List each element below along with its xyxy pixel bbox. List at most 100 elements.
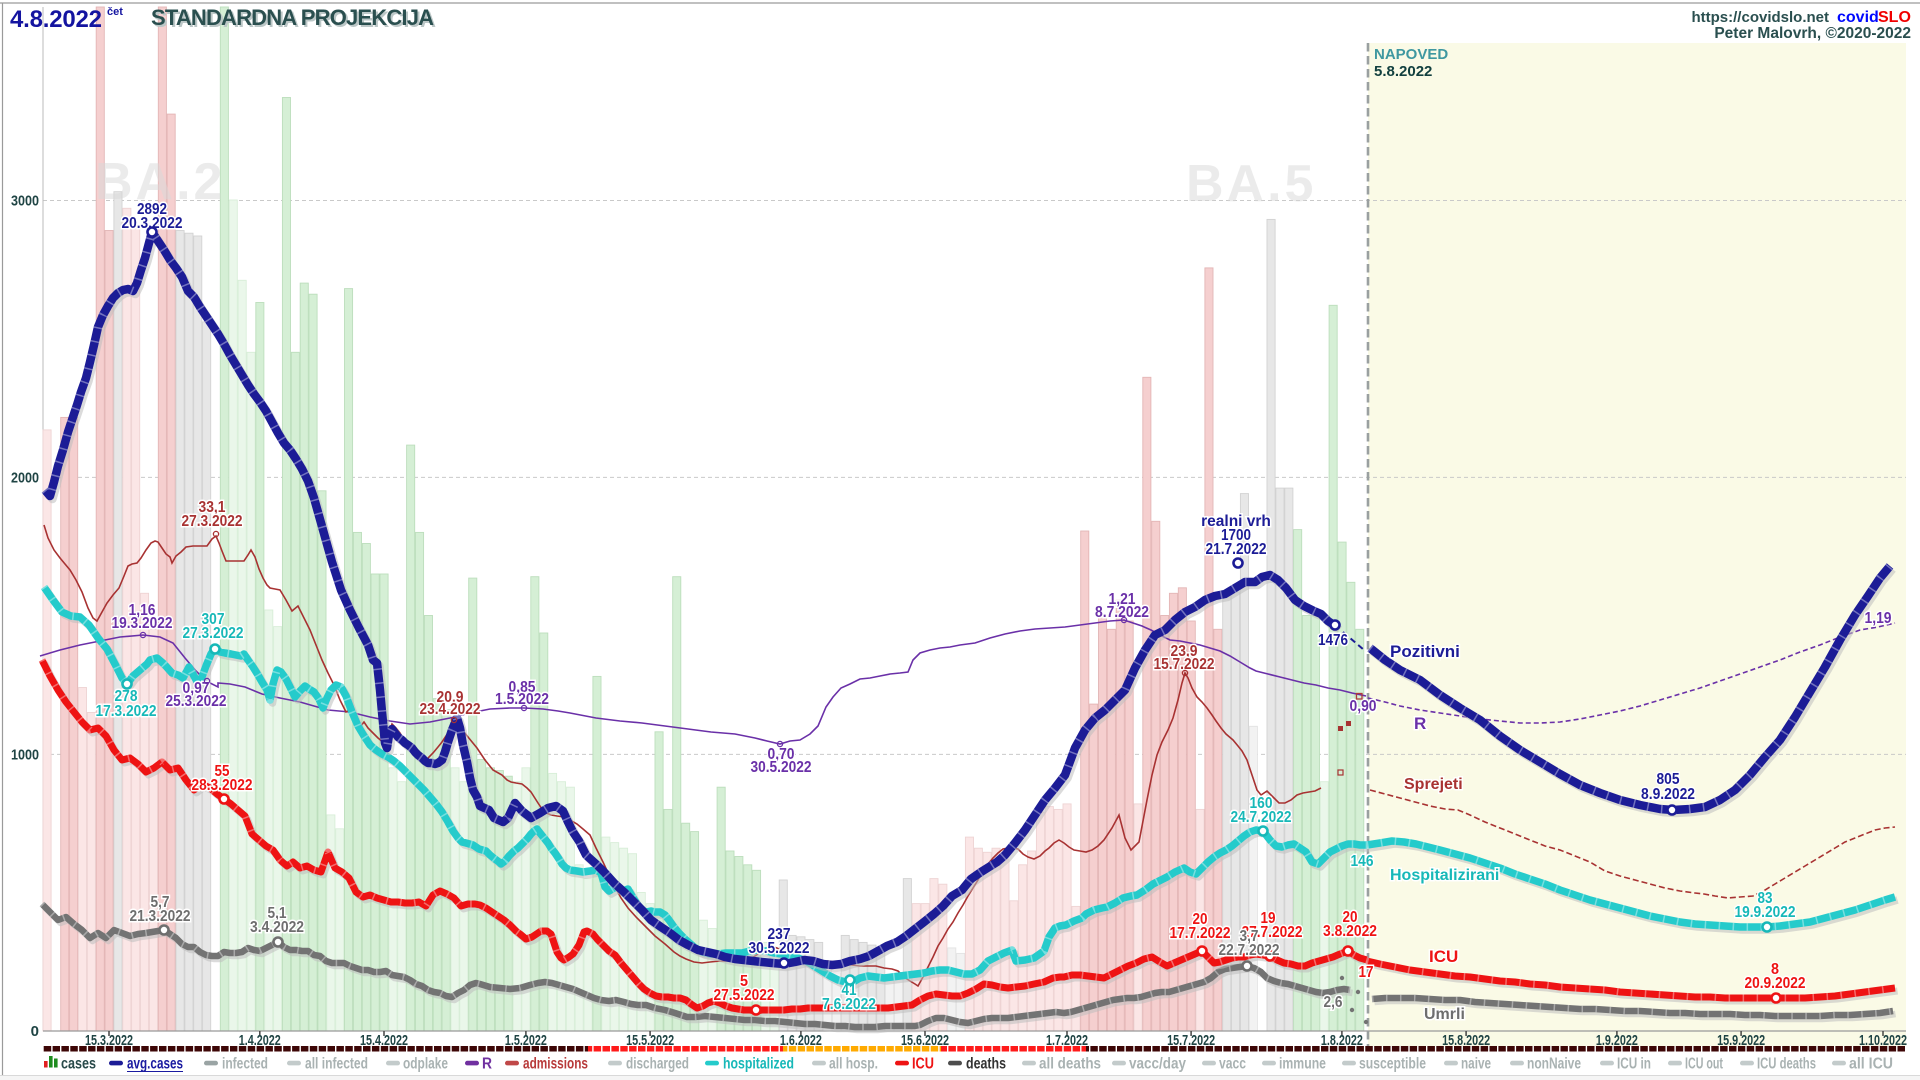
svg-text:naive: naive: [1461, 1056, 1491, 1073]
svg-text:27.3.2022: 27.3.2022: [183, 625, 244, 642]
svg-text:805: 805: [1657, 771, 1680, 788]
svg-text:20,9: 20,9: [437, 689, 464, 706]
svg-text:1.10.2022: 1.10.2022: [1859, 1033, 1907, 1049]
svg-text:21.7.2022: 21.7.2022: [1206, 541, 1267, 558]
svg-text:covid: covid: [1837, 9, 1879, 26]
svg-text:0,70: 0,70: [768, 746, 795, 763]
svg-text:24.7.2022: 24.7.2022: [1231, 809, 1292, 826]
svg-text:237: 237: [768, 926, 791, 943]
svg-text:all infected: all infected: [305, 1056, 368, 1073]
svg-text:30.5.2022: 30.5.2022: [751, 759, 812, 776]
svg-text:1.6.2022: 1.6.2022: [780, 1033, 822, 1049]
svg-text:ICU: ICU: [912, 1056, 934, 1073]
svg-text:Hospitalizirani: Hospitalizirani: [1390, 867, 1499, 884]
svg-text:15.9.2022: 15.9.2022: [1717, 1033, 1765, 1049]
svg-text:23,9: 23,9: [1171, 643, 1198, 660]
svg-text:1700: 1700: [1221, 527, 1251, 544]
svg-text:Pozitivni: Pozitivni: [1390, 642, 1460, 661]
svg-text:15.7.2022: 15.7.2022: [1167, 1033, 1215, 1049]
svg-text:3,7: 3,7: [1240, 928, 1259, 945]
svg-text:19.3.2022: 19.3.2022: [112, 615, 173, 632]
svg-text:odplake: odplake: [403, 1056, 448, 1073]
svg-text:čet: čet: [107, 6, 123, 18]
svg-text:8: 8: [1771, 961, 1779, 978]
svg-text:all ICU: all ICU: [1849, 1056, 1893, 1073]
svg-text:20.9.2022: 20.9.2022: [1745, 975, 1806, 992]
svg-text:23.4.2022: 23.4.2022: [420, 701, 481, 718]
svg-text:20.3.2022: 20.3.2022: [122, 215, 183, 232]
svg-text:0: 0: [31, 1023, 39, 1040]
svg-text:BA.5: BA.5: [1186, 155, 1316, 213]
svg-text:STANDARDNA PROJEKCIJA: STANDARDNA PROJEKCIJA: [151, 5, 434, 30]
svg-text:4.8.2022: 4.8.2022: [10, 6, 102, 33]
svg-text:SLO: SLO: [1878, 9, 1911, 26]
svg-text:ICU in: ICU in: [1617, 1056, 1651, 1073]
svg-text:R: R: [1414, 714, 1426, 733]
svg-text:17.7.2022: 17.7.2022: [1170, 925, 1231, 942]
svg-text:2000: 2000: [11, 470, 39, 486]
svg-text:3000: 3000: [11, 194, 39, 210]
svg-text:susceptible: susceptible: [1359, 1056, 1426, 1073]
svg-text:0,85: 0,85: [509, 679, 536, 696]
svg-text:19.9.2022: 19.9.2022: [1735, 904, 1796, 921]
svg-text:1.9.2022: 1.9.2022: [1596, 1033, 1638, 1049]
svg-text:160: 160: [1250, 795, 1273, 812]
svg-text:1,16: 1,16: [129, 602, 156, 619]
svg-text:0,90: 0,90: [1350, 698, 1377, 715]
svg-text:5.8.2022: 5.8.2022: [1374, 63, 1432, 80]
svg-text:0,97: 0,97: [183, 680, 210, 697]
svg-text:20: 20: [1343, 909, 1358, 926]
svg-text:15.3.2022: 15.3.2022: [85, 1033, 133, 1049]
svg-text:5: 5: [740, 973, 748, 990]
svg-text:all deaths: all deaths: [1039, 1056, 1101, 1073]
svg-text:BA.2: BA.2: [95, 153, 225, 211]
svg-text:1476: 1476: [1318, 632, 1348, 649]
svg-text:1000: 1000: [11, 747, 39, 763]
svg-text:ICU: ICU: [1429, 947, 1458, 966]
svg-text:ICU out: ICU out: [1685, 1056, 1723, 1073]
svg-text:1,21: 1,21: [1109, 591, 1136, 608]
svg-text:infected: infected: [222, 1056, 268, 1073]
svg-text:27.5.2022: 27.5.2022: [714, 987, 775, 1004]
svg-text:all hosp.: all hosp.: [829, 1056, 878, 1073]
svg-text:17: 17: [1359, 964, 1374, 981]
svg-text:STANDARDNA PROJEKCIJA: STANDARDNA PROJEKCIJA: [153, 7, 436, 32]
svg-text:27.3.2022: 27.3.2022: [182, 513, 243, 530]
svg-text:cases: cases: [61, 1056, 96, 1073]
svg-text:17.3.2022: 17.3.2022: [96, 703, 157, 720]
svg-text:NAPOVED: NAPOVED: [1374, 46, 1448, 63]
svg-text:Peter Malovrh, ©2020-2022: Peter Malovrh, ©2020-2022: [1714, 25, 1911, 42]
svg-text:1.4.2022: 1.4.2022: [239, 1033, 281, 1049]
svg-text:Umrli: Umrli: [1424, 1006, 1465, 1023]
svg-text:25.3.2022: 25.3.2022: [166, 693, 227, 710]
svg-text:deaths: deaths: [966, 1056, 1006, 1073]
svg-text:1,19: 1,19: [1865, 610, 1892, 627]
svg-text:55: 55: [215, 763, 230, 780]
svg-text:2892: 2892: [137, 201, 167, 218]
svg-text:15.6.2022: 15.6.2022: [901, 1033, 949, 1049]
svg-text:20: 20: [1193, 911, 1208, 928]
svg-text:hospitalized: hospitalized: [723, 1056, 794, 1073]
svg-text:1.8.2022: 1.8.2022: [1321, 1033, 1363, 1049]
svg-text:15.7.2022: 15.7.2022: [1154, 656, 1215, 673]
svg-text:15.5.2022: 15.5.2022: [626, 1033, 674, 1049]
svg-text:vacc/day: vacc/day: [1129, 1056, 1186, 1073]
svg-text:15.4.2022: 15.4.2022: [360, 1033, 408, 1049]
svg-text:19: 19: [1261, 910, 1276, 927]
svg-text:307: 307: [202, 611, 225, 628]
svg-text:immune: immune: [1279, 1056, 1326, 1073]
svg-text:2,6: 2,6: [1324, 994, 1343, 1011]
svg-text:15.8.2022: 15.8.2022: [1442, 1033, 1490, 1049]
svg-text:avg.cases: avg.cases: [127, 1056, 183, 1073]
svg-text:146: 146: [1351, 853, 1374, 870]
svg-text:28.3.2022: 28.3.2022: [192, 777, 253, 794]
svg-text:realni vrh: realni vrh: [1201, 513, 1271, 530]
svg-text:83: 83: [1758, 890, 1773, 907]
svg-text:discharged: discharged: [626, 1056, 689, 1073]
svg-text:1.7.2022: 1.7.2022: [1046, 1033, 1088, 1049]
svg-text:Sprejeti: Sprejeti: [1404, 776, 1463, 793]
svg-text:admissions: admissions: [523, 1056, 588, 1073]
svg-text:278: 278: [115, 688, 138, 705]
svg-text:nonNaive: nonNaive: [1527, 1056, 1581, 1073]
svg-text:vacc: vacc: [1219, 1056, 1246, 1073]
